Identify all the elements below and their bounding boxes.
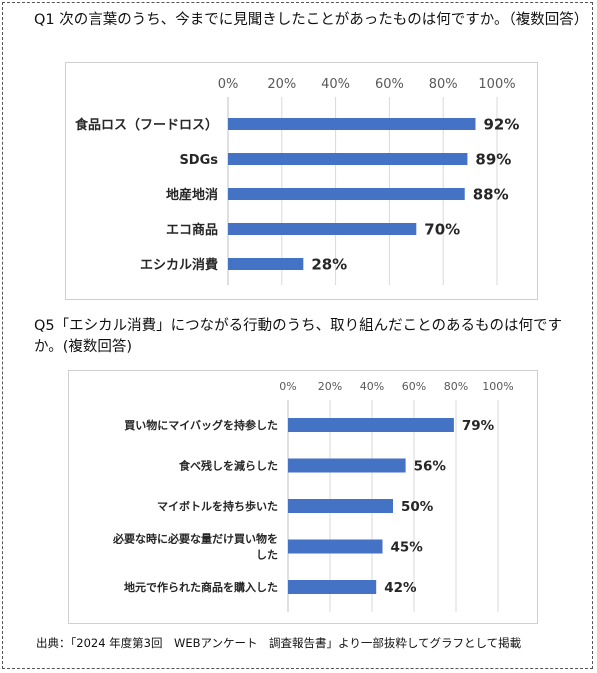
q5-bar	[288, 539, 383, 554]
q5-category-label: 地元で作られた商品を購入した	[124, 580, 278, 594]
q1-x-tick-label: 100%	[478, 77, 515, 92]
q5-category-label: 食べ残しを減らした	[179, 459, 278, 473]
q5-value-label: 50%	[401, 499, 434, 515]
q5-x-tick-label: 0%	[279, 380, 296, 393]
q5-bar	[288, 580, 377, 594]
q5-x-tick-label: 80%	[444, 380, 468, 393]
q5-value-label: 56%	[414, 458, 447, 474]
q1-value-label: 70%	[424, 221, 460, 239]
q1-category-label: エコ商品	[166, 222, 218, 238]
q1-bar	[228, 118, 476, 130]
q1-value-label: 28%	[311, 256, 347, 274]
q1-category-label: エシカル消費	[140, 257, 218, 273]
q5-bar	[288, 418, 454, 432]
q5-category-label: した	[256, 549, 278, 562]
q1-bar	[228, 223, 417, 235]
q1-value-label: 92%	[483, 116, 519, 134]
q5-x-tick-label: 60%	[402, 380, 426, 393]
source-note: 出典：「2024 年度第3回 WEBアンケート 調査報告書」より一部抜粋してグラ…	[36, 636, 522, 650]
q5-value-label: 42%	[384, 580, 417, 596]
q5-value-label: 79%	[462, 418, 495, 434]
q1-value-label: 88%	[473, 186, 509, 204]
q5-category-label: 必要な時に必要な量だけ買い物を	[112, 532, 278, 546]
q1-category-label: 地産地消	[166, 187, 218, 203]
q1-x-tick-label: 60%	[375, 77, 404, 92]
q1-value-label: 89%	[475, 151, 511, 169]
q5-category-label: マイボトルを持ち歩いた	[157, 499, 278, 513]
q5-value-label: 45%	[391, 539, 424, 555]
q1-bar	[228, 153, 468, 165]
q1-question-title: Q1 次の言葉のうち、今までに見聞きしたことがあったものは何ですか。（複数回答）	[34, 12, 589, 28]
q5-x-tick-label: 20%	[318, 380, 342, 393]
q5-x-tick-label: 100%	[482, 380, 513, 393]
q5-bar	[288, 458, 406, 473]
q1-category-label: SDGs	[179, 153, 218, 168]
q5-category-label: 買い物にマイバッグを持参した	[124, 418, 278, 432]
q1-bar	[228, 258, 304, 270]
q1-x-tick-label: 20%	[267, 77, 296, 92]
q1-x-tick-label: 80%	[429, 77, 458, 92]
q1-category-label: 食品ロス（フードロス）	[75, 117, 218, 133]
q5-question-title: Q5「エシカル消費」につながる行動のうち、取り組んだことのあるものは何ですか。(…	[34, 318, 562, 355]
q5-x-tick-label: 40%	[360, 380, 384, 393]
q5-bar	[288, 499, 393, 513]
q1-x-tick-label: 0%	[218, 77, 239, 92]
q1-bar	[228, 188, 465, 200]
q1-x-tick-label: 40%	[321, 77, 350, 92]
